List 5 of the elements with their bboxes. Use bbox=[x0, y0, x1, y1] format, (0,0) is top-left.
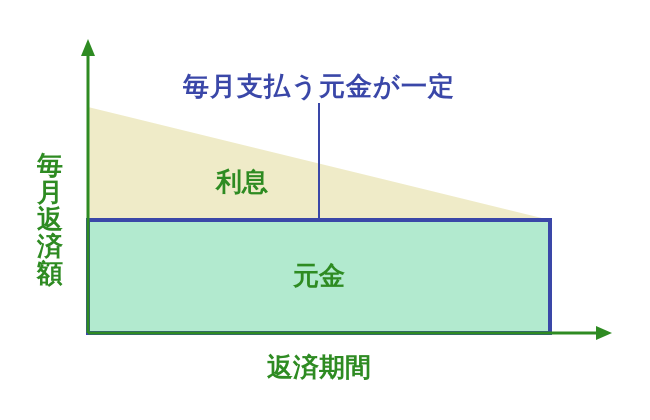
series-label: 元金 bbox=[292, 262, 345, 292]
y-axis-title: 毎月返済額 bbox=[36, 151, 63, 289]
x-axis-title: 返済期間 bbox=[266, 353, 371, 383]
ref-line-label: 毎月支払う元金が一定 bbox=[182, 72, 455, 102]
series-label: 利息 bbox=[215, 167, 268, 198]
